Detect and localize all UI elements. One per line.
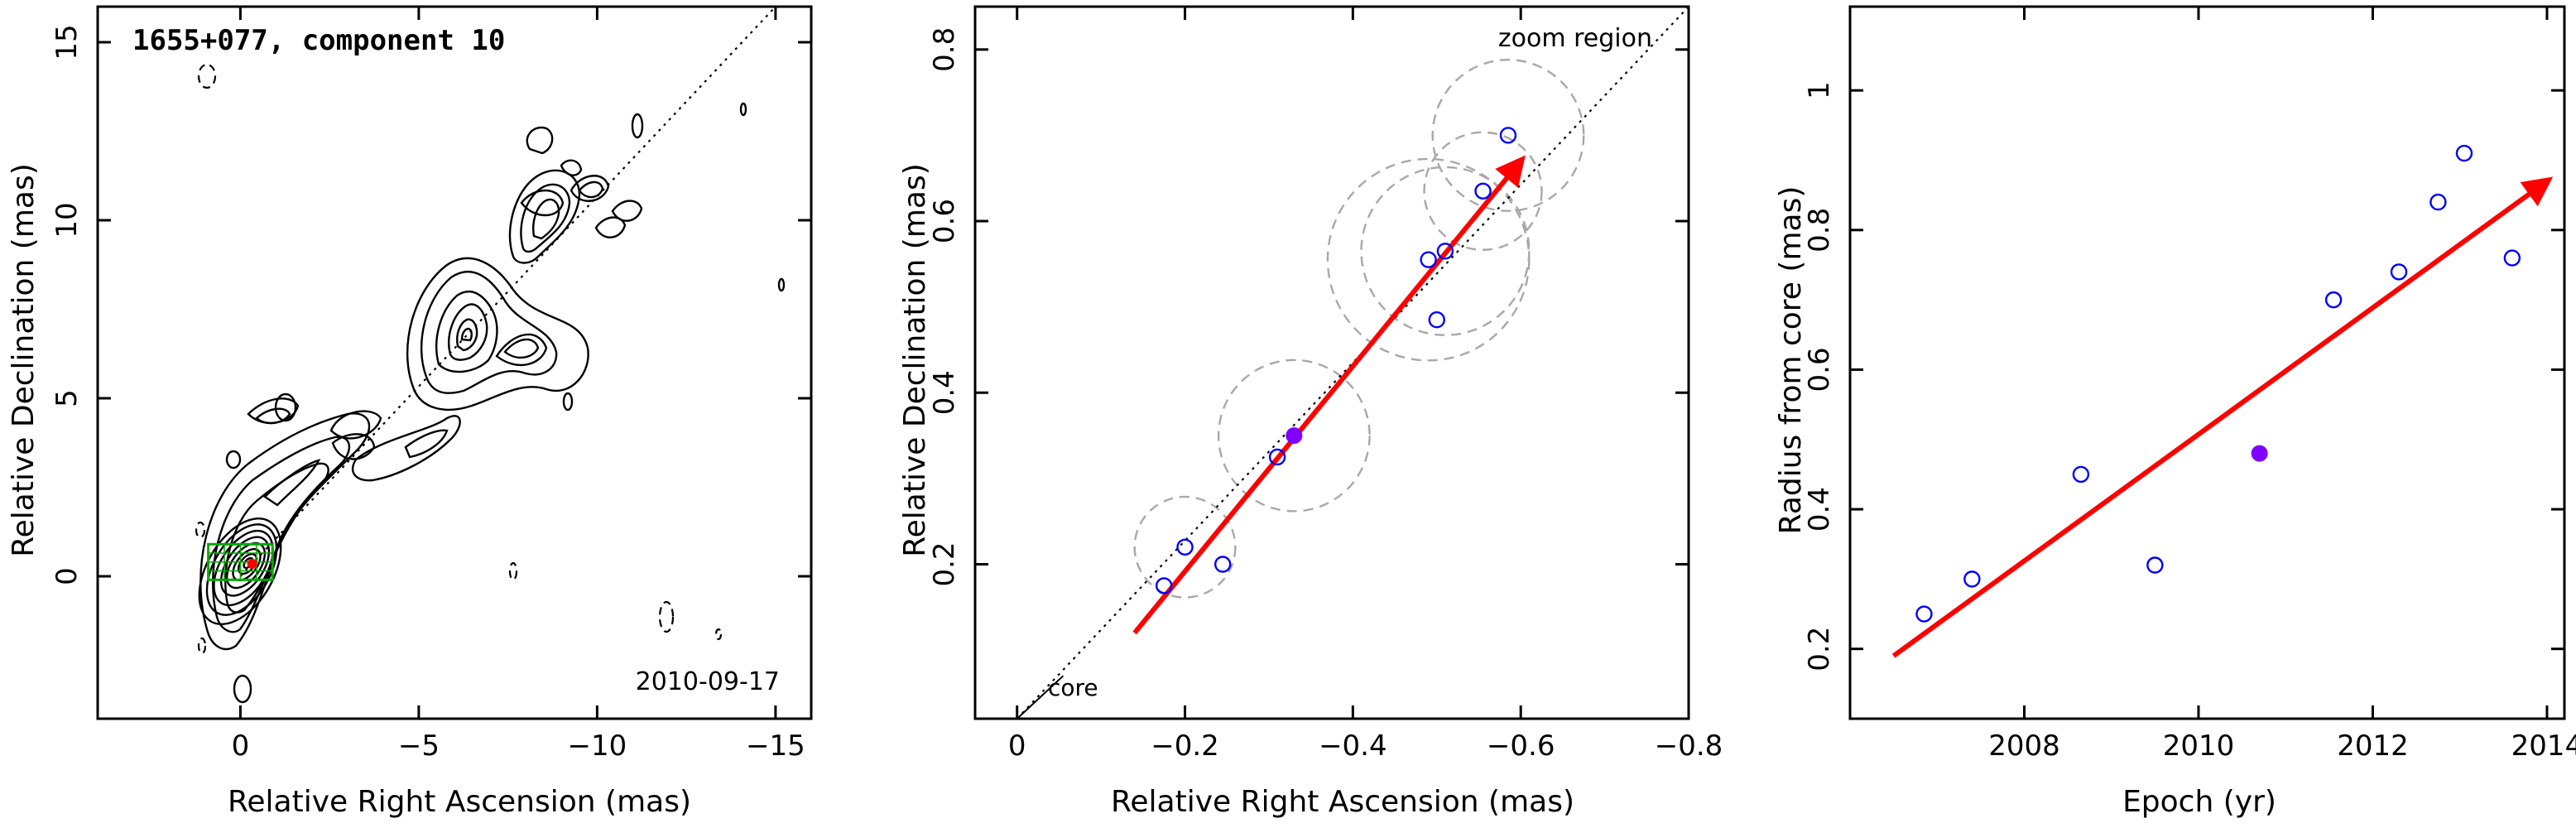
zoom-box-grid [208, 544, 273, 580]
highlight-point [1286, 427, 1303, 445]
data-point [1214, 556, 1232, 573]
motion-arrow [1132, 155, 1526, 635]
y-tick-label: 10 [50, 202, 84, 238]
x-tick-label: 2008 [1988, 729, 2060, 763]
trend-arrow [1891, 176, 2554, 658]
data-point [2324, 291, 2343, 309]
date-annotation: 2010-09-17 [636, 667, 780, 696]
data-point [1268, 448, 1286, 466]
x-tick-label: 2010 [2163, 729, 2235, 763]
data-point [1915, 605, 1933, 623]
x-tick-label: −0.2 [1151, 729, 1219, 763]
marked-component [247, 558, 257, 569]
component-size-circles [1133, 58, 1585, 599]
x-tick-label: −0.6 [1487, 729, 1555, 763]
x-tick-label: −0.4 [1319, 729, 1387, 763]
data-point [1420, 251, 1437, 268]
y-tick-label: 1 [1803, 81, 1836, 99]
x-axis-ticks: 2008 2010 2012 2014 [1988, 7, 2576, 763]
zoom-region-label: zoom region [1498, 24, 1652, 53]
data-point [1499, 127, 1517, 144]
y-tick-label: 0.2 [1803, 627, 1836, 672]
x-axis-label: Relative Right Ascension (mas) [1111, 785, 1574, 819]
x-axis-ticks: 0 −5 −10 −15 [232, 7, 805, 763]
x-axis-label: Relative Right Ascension (mas) [228, 785, 691, 819]
y-tick-label: 0.2 [928, 542, 961, 586]
x-tick-label: 2012 [2337, 729, 2409, 763]
data-point [1474, 182, 1492, 200]
y-tick-label: 0.4 [928, 370, 961, 415]
y-axis-ticks: 0.2 0.4 0.6 0.8 1 [1803, 81, 2564, 672]
x-axis-ticks: 0 −0.2 −0.4 −0.6 −0.8 [1008, 7, 1723, 763]
radius-epoch-panel: 2008 2010 2012 2014 0.2 0.4 0.6 0.8 1 Epoch (yr… [1774, 5, 2576, 819]
plot-frame [96, 5, 813, 720]
highlight-point [2251, 445, 2268, 462]
y-axis-label: Relative Declination (mas) [7, 163, 41, 557]
core-label: core [1048, 674, 1098, 701]
jet-contours [195, 63, 786, 704]
component-size-circle [1423, 131, 1543, 251]
x-axis-label: Epoch (yr) [2122, 785, 2276, 819]
data-point [2503, 249, 2521, 267]
plot-frame [1848, 5, 2566, 720]
y-axis-label: Relative Declination (mas) [898, 163, 932, 557]
core-pointer-arrow [1016, 675, 1065, 720]
y-axis-ticks: 0.2 0.4 0.6 0.8 [928, 27, 1689, 587]
data-point [1428, 310, 1445, 329]
data-point [2429, 193, 2447, 211]
data-point [1155, 577, 1173, 595]
radius-points [1915, 144, 2521, 623]
chart-title: 1655+077, component 10 [132, 24, 505, 57]
x-tick-label: 2014 [2511, 729, 2576, 763]
y-tick-label: 0 [50, 567, 84, 585]
data-point [1176, 538, 1194, 556]
data-point [1436, 243, 1454, 260]
y-tick-label: 0.8 [928, 27, 961, 72]
data-point [2390, 263, 2408, 281]
data-point [2072, 465, 2090, 484]
data-point [1963, 570, 1981, 588]
component-positions [1155, 127, 1517, 595]
x-tick-label: 0 [1008, 729, 1026, 763]
component-size-circle [1431, 58, 1585, 212]
jet-direction-line [239, 6, 776, 577]
x-tick-label: 0 [232, 729, 250, 763]
x-tick-label: −0.8 [1655, 729, 1723, 763]
x-tick-label: −15 [746, 729, 805, 763]
y-tick-label: 0.6 [1803, 347, 1836, 392]
x-tick-label: −5 [398, 729, 440, 763]
component-size-circle [1133, 495, 1237, 599]
data-point [2146, 556, 2164, 574]
y-tick-label: 15 [50, 24, 84, 60]
x-tick-label: −10 [568, 729, 627, 763]
y-axis-ticks: 0 5 10 15 [50, 24, 811, 585]
component-size-circle [1360, 166, 1531, 336]
component-size-circle [1217, 359, 1371, 513]
y-axis-label: Radius from core (mas) [1774, 186, 1808, 535]
y-tick-label: 5 [50, 389, 84, 407]
y-tick-label: 0.6 [928, 199, 961, 243]
data-point [2455, 144, 2473, 162]
y-tick-label: 0.4 [1803, 487, 1836, 532]
plot-frame [973, 5, 1690, 720]
y-tick-label: 0.8 [1803, 208, 1836, 253]
zoom-region-panel: 0 −0.2 −0.4 −0.6 −0.8 0.2 0.4 0.6 0.8 zoom regi… [898, 5, 1723, 819]
